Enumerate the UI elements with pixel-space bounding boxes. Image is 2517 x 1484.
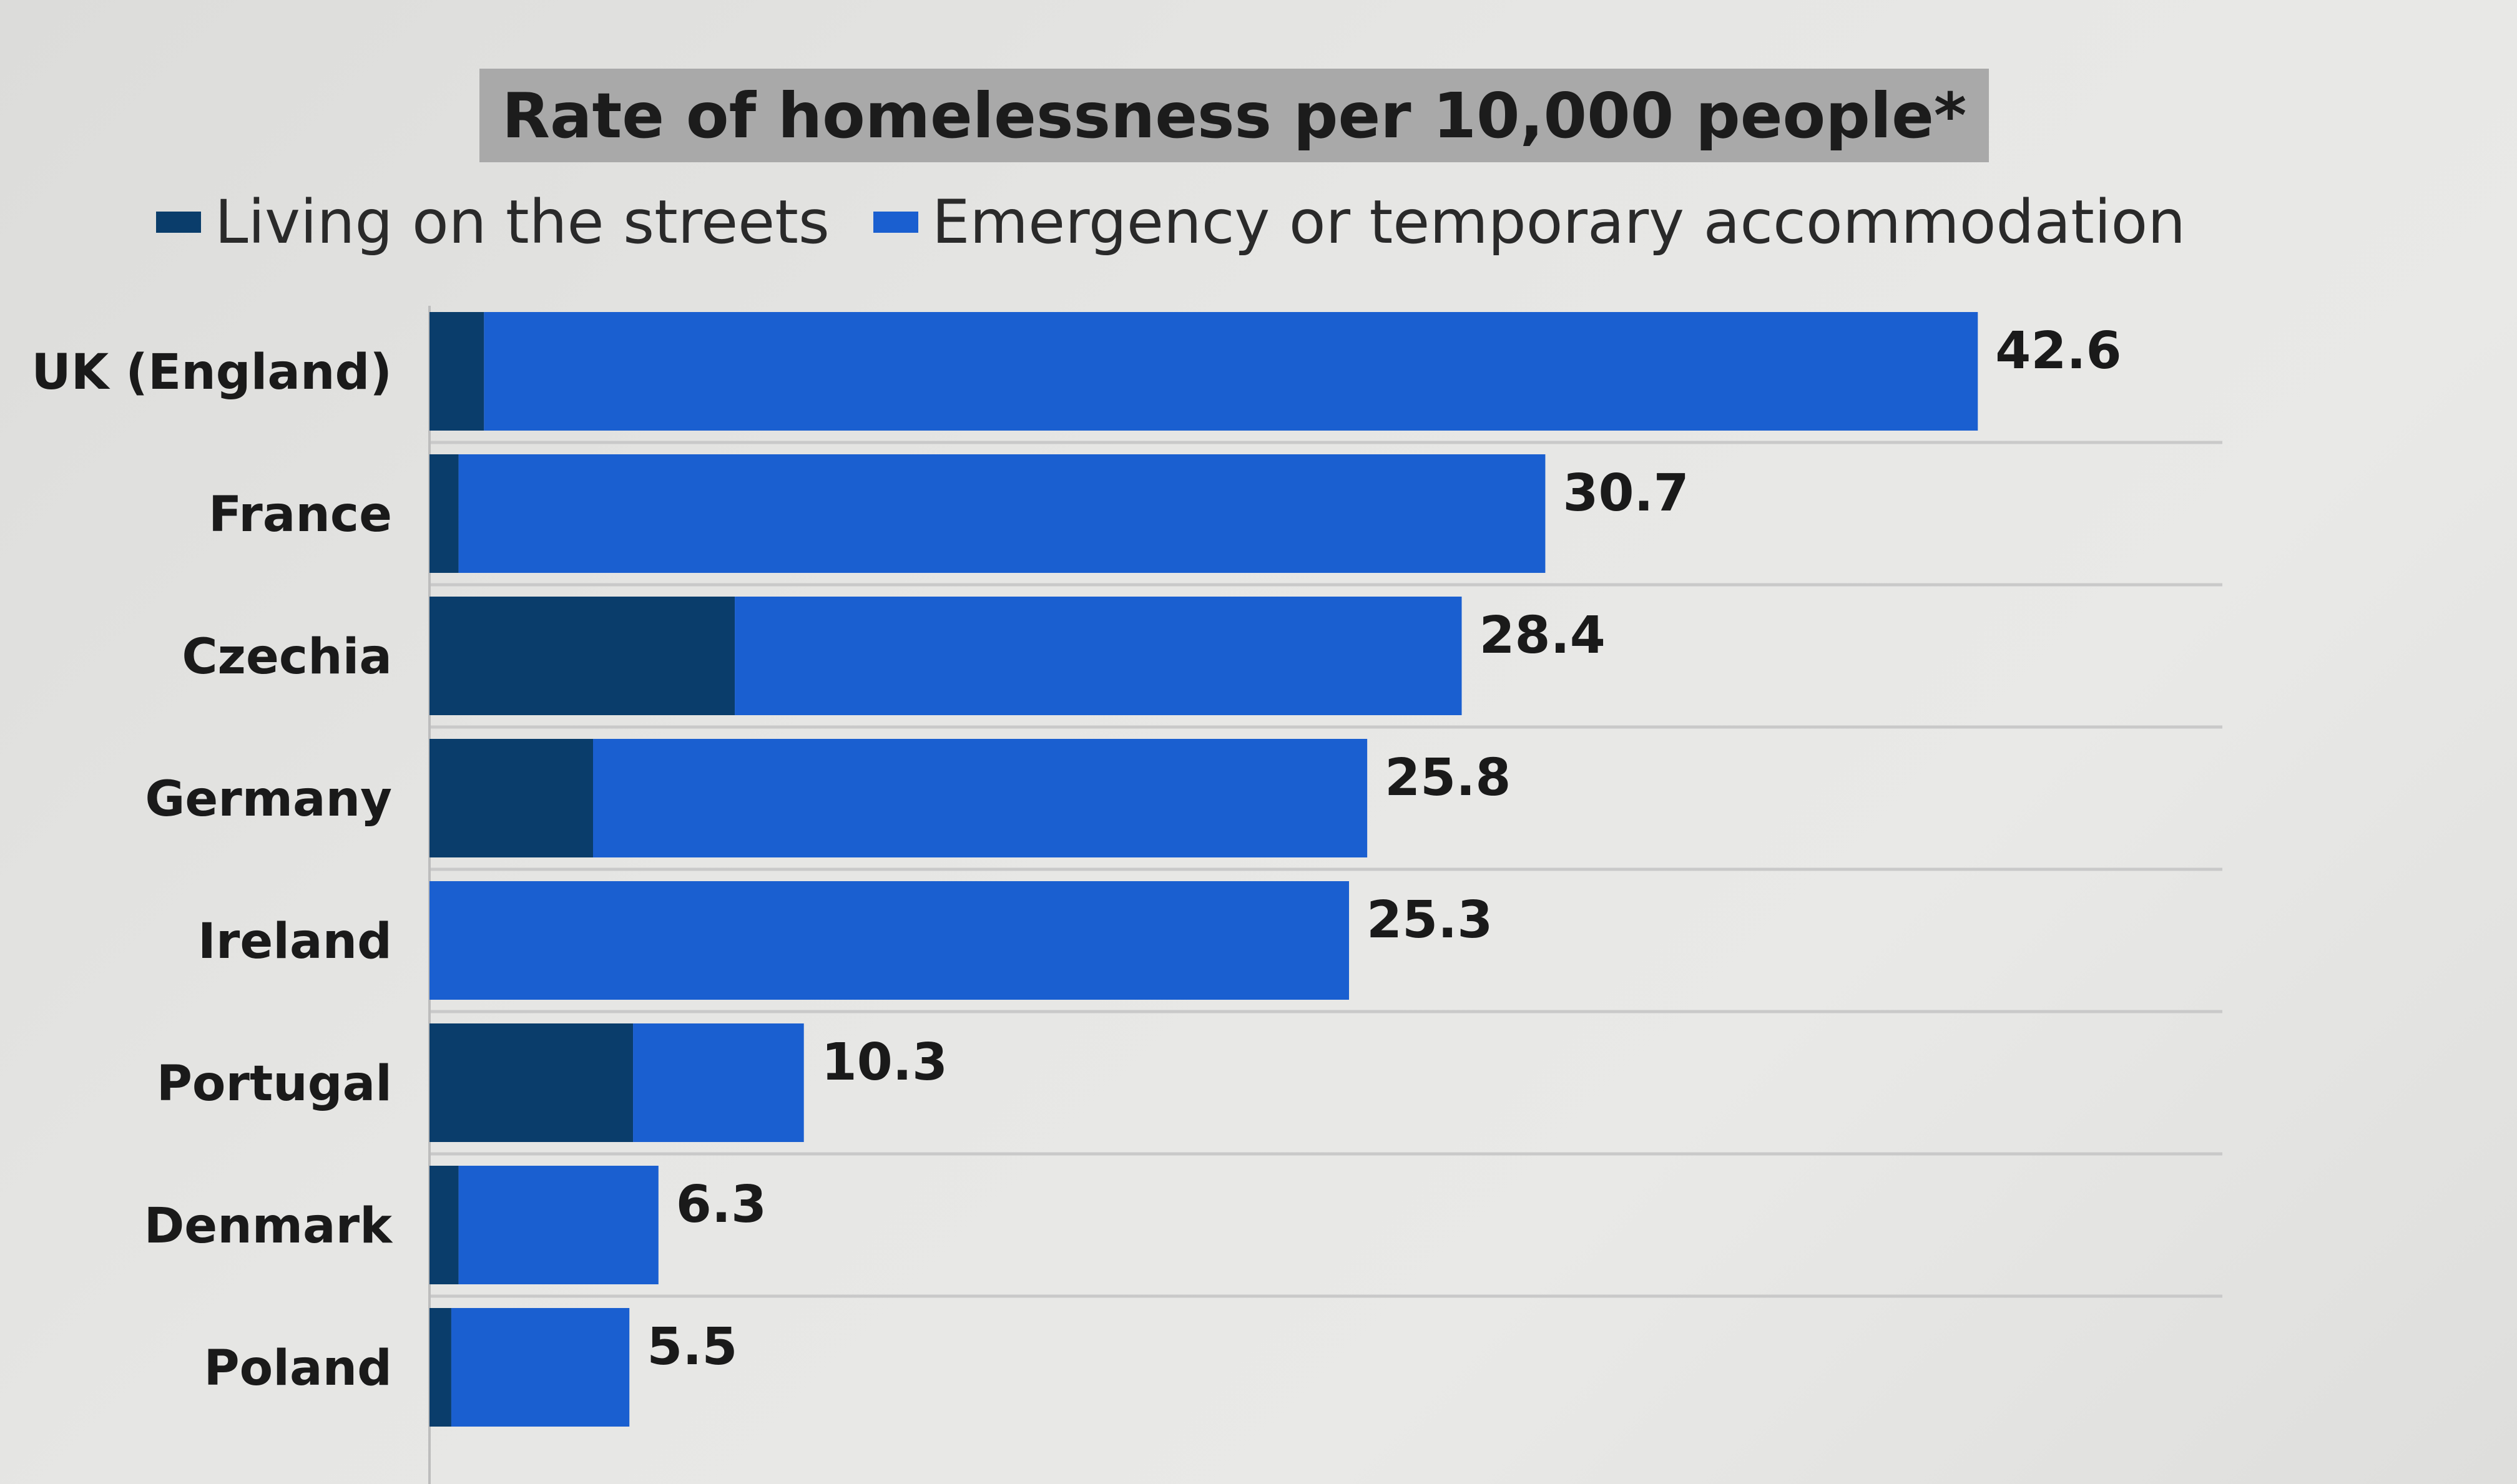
legend-item-emergency: Emergency or temporary accommodation <box>873 187 2186 257</box>
bar-streets <box>429 1308 451 1427</box>
bar-emergency <box>458 454 1546 573</box>
bar-streets <box>429 312 484 431</box>
value-label: 10.3 <box>822 1033 948 1092</box>
value-label: 42.6 <box>1995 321 2121 381</box>
value-label: 30.7 <box>1563 464 1689 523</box>
chart-title: Rate of homelessness per 10,000 people* <box>502 79 1967 152</box>
category-label: Ireland <box>198 914 392 970</box>
legend-label-emergency: Emergency or temporary accommodation <box>931 187 2186 257</box>
legend-item-streets: Living on the streets <box>156 187 830 257</box>
category-label: Germany <box>145 771 392 827</box>
legend-swatch-streets <box>156 212 201 233</box>
legend-label-streets: Living on the streets <box>215 187 830 257</box>
bar-emergency <box>735 597 1462 715</box>
bar-streets <box>429 739 593 857</box>
category-label: Denmark <box>144 1198 394 1254</box>
category-label: Portugal <box>157 1056 392 1112</box>
value-label: 6.3 <box>676 1175 767 1234</box>
category-label: Czechia <box>182 629 392 685</box>
category-label: France <box>209 487 392 543</box>
legend: Living on the streets Emergency or tempo… <box>156 187 2229 257</box>
bar-emergency <box>429 881 1350 1000</box>
value-label: 28.4 <box>1479 606 1606 665</box>
bar-emergency <box>451 1308 630 1427</box>
bar-streets <box>429 1023 634 1142</box>
bar-streets <box>429 1166 459 1284</box>
bar-emergency <box>484 312 1978 431</box>
legend-swatch-emergency <box>873 212 918 233</box>
value-label: 25.3 <box>1366 891 1493 950</box>
bar-emergency <box>633 1023 804 1142</box>
bar-streets <box>429 597 735 715</box>
category-label: UK (England) <box>31 344 392 401</box>
bar-emergency <box>458 1166 659 1284</box>
bar-emergency <box>593 739 1368 857</box>
bar-streets <box>429 454 459 573</box>
value-label: 25.8 <box>1385 748 1511 808</box>
chart-title-box: Rate of homelessness per 10,000 people* <box>479 69 1990 162</box>
value-label: 5.5 <box>647 1317 737 1377</box>
category-label: Poland <box>204 1340 393 1397</box>
